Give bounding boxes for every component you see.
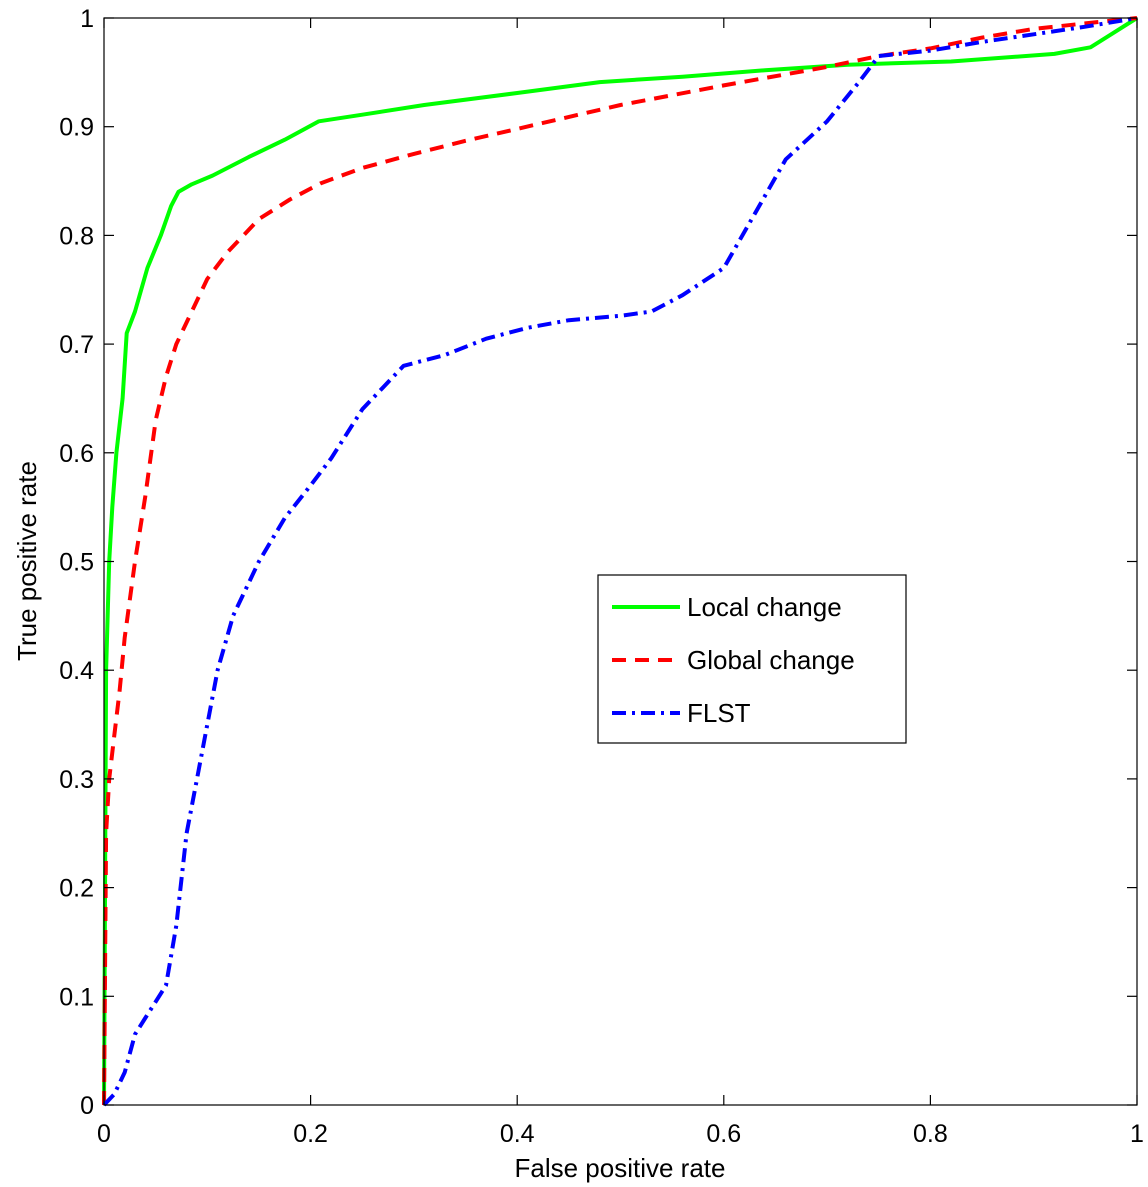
x-tick-label: 0.2: [293, 1120, 328, 1148]
y-tick-label: 0.2: [59, 875, 94, 903]
y-tick-label: 0.9: [59, 114, 94, 142]
series-layer: [102, 16, 1139, 1107]
y-axis-title: True positive rate: [12, 461, 42, 661]
legend-label-local-change: Local change: [687, 592, 842, 622]
y-tick-label: 1: [80, 5, 94, 33]
y-tick-label: 0: [80, 1092, 94, 1120]
y-tick-label: 0.3: [59, 766, 94, 794]
x-tick-label: 1: [1130, 1120, 1144, 1148]
x-tick-label: 0.6: [706, 1120, 741, 1148]
y-tick-label: 0.5: [59, 549, 94, 577]
tick-layer: 0 0.2 0.4 0.6 0.8 1 0 0.1 0.2 0.3 0.4 0.5 0.6 0.7 0.8 0…: [59, 5, 1144, 1148]
x-tick-label: 0.8: [913, 1120, 948, 1148]
y-tick-label: 0.6: [59, 440, 94, 468]
legend: Local change Global change FLST: [597, 574, 907, 744]
legend-label-flst: FLST: [687, 698, 751, 728]
legend-label-global-change: Global change: [687, 645, 855, 675]
y-tick-label: 0.4: [59, 657, 94, 685]
y-tick-label: 0.8: [59, 222, 94, 250]
x-tick-label: 0.4: [500, 1120, 535, 1148]
series-line-flst: [102, 16, 1138, 1107]
y-tick-label: 0.1: [59, 983, 94, 1011]
x-axis-title: False positive rate: [515, 1153, 726, 1183]
x-tick-label: 0: [97, 1120, 111, 1148]
y-tick-label: 0.7: [59, 331, 94, 359]
series-line-local-change: [102, 16, 1139, 1106]
